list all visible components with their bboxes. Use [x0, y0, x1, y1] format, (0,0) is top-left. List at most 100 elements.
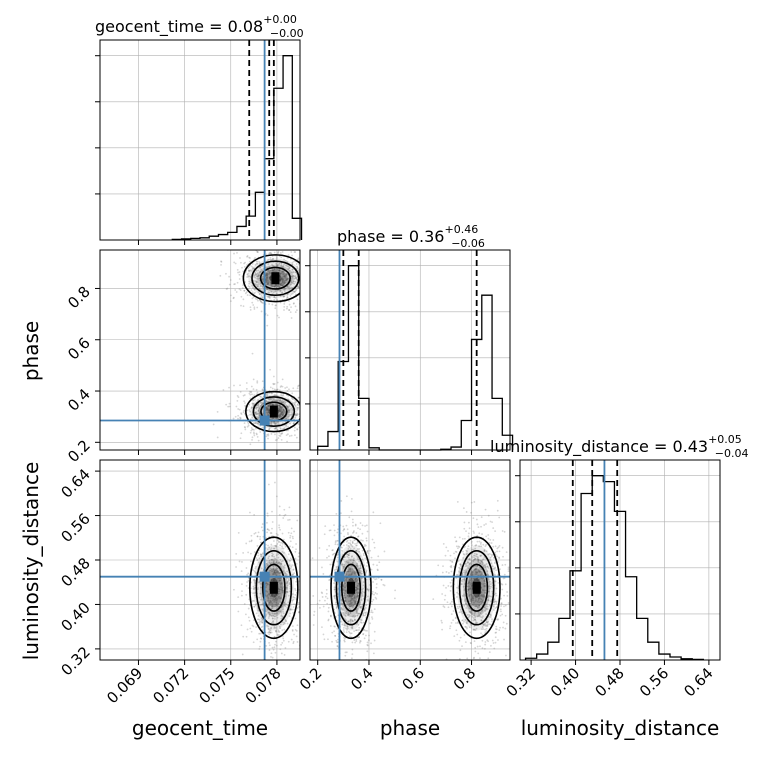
contour-phase-geocent-contour-1-2 — [259, 266, 291, 290]
contour-ld-geocent-sample-point — [269, 579, 272, 582]
contour-phase-geocent-sample-point — [308, 286, 310, 288]
contour-ld-geocent-sample-point — [277, 553, 280, 556]
contour-ld-geocent-sample-point — [306, 560, 308, 562]
contour-ld-geocent-sample-point — [301, 524, 303, 526]
contour-phase-geocent-sample-point — [292, 302, 295, 305]
contour-phase-geocent-sample-point — [280, 282, 283, 285]
contour-ld-phase-sample-point — [471, 604, 474, 606]
contour-phase-geocent-sample-point — [286, 278, 289, 281]
contour-phase-geocent-sample-point — [250, 390, 253, 393]
contour-ld-geocent-sample-point — [294, 628, 297, 631]
contour-ld-phase-sample-point — [455, 574, 458, 576]
contour-phase-geocent-sample-point — [293, 429, 296, 432]
contour-ld-phase-sample-point — [469, 587, 472, 590]
contour-phase-geocent-sample-point — [267, 247, 269, 249]
contour-ld-geocent-sample-point — [271, 510, 273, 513]
contour-ld-geocent-sample-point — [272, 648, 275, 651]
contour-phase-geocent-sample-point — [249, 306, 252, 309]
contour-ld-phase-sample-point — [474, 557, 476, 560]
contour-ld-phase-sample-point — [336, 531, 339, 534]
contour-ld-phase-sample-point — [348, 600, 350, 603]
contour-phase-geocent-sample-point — [261, 403, 263, 406]
contour-ld-geocent-sample-point — [290, 638, 293, 641]
contour-phase-geocent-sample-point — [269, 277, 272, 280]
contour-ld-phase-sample-point — [455, 540, 457, 543]
contour-phase-geocent-sample-point — [297, 286, 300, 289]
contour-ld-phase-sample-point — [359, 522, 362, 524]
contour-phase-geocent-sample-point — [292, 290, 294, 293]
contour-phase-geocent-sample-point — [278, 280, 281, 283]
contour-ld-phase-sample-point — [447, 606, 450, 609]
contour-phase-geocent-sample-point — [312, 424, 314, 426]
contour-ld-phase-sample-point — [355, 629, 357, 632]
contour-phase-geocent-sample-point — [252, 428, 254, 431]
contour-phase-geocent-sample-point — [261, 276, 264, 278]
contour-phase-geocent-sample-point — [295, 436, 298, 439]
contour-phase-geocent-sample-point — [229, 300, 232, 303]
contour-ld-geocent-sample-point — [247, 572, 250, 575]
contour-phase-geocent-sample-point — [276, 428, 279, 431]
contour-ld-geocent-sample-point — [289, 536, 292, 539]
contour-ld-phase-sample-point — [351, 572, 354, 575]
contour-ld-geocent-sample-point — [272, 540, 275, 542]
contour-ld-phase-sample-point — [483, 595, 486, 597]
contour-phase-geocent-sample-point — [297, 396, 300, 399]
contour-ld-phase-sample-point — [335, 603, 338, 606]
contour-phase-geocent-sample-point — [296, 408, 299, 411]
contour-phase-geocent-sample-point — [280, 265, 283, 267]
contour-ld-phase-sample-point — [383, 550, 386, 553]
contour-ld-geocent-sample-point — [295, 629, 298, 632]
contour-ld-geocent-sample-point — [286, 586, 288, 589]
contour-phase-geocent-sample-point — [301, 404, 303, 406]
contour-ld-phase-sample-point — [362, 633, 364, 636]
contour-phase-geocent-sample-point — [265, 253, 268, 256]
contour-ld-phase-sample-point — [486, 565, 489, 568]
contour-ld-phase-sample-point — [486, 573, 489, 576]
contour-phase-geocent-sample-point — [268, 428, 270, 431]
contour-phase-geocent-sample-point — [255, 274, 257, 276]
contour-phase-geocent-sample-point — [268, 404, 271, 406]
contour-ld-phase-sample-point — [321, 596, 324, 598]
contour-ld-phase-sample-point — [355, 667, 357, 669]
contour-ld-phase-sample-point — [367, 590, 370, 592]
contour-ld-phase-sample-point — [469, 631, 471, 634]
contour-phase-geocent-sample-point — [255, 408, 258, 410]
contour-ld-phase-sample-point — [344, 590, 347, 592]
contour-ld-geocent-sample-point — [273, 596, 276, 599]
contour-ld-phase-sample-point — [327, 638, 329, 641]
contour-ld-phase-sample-point — [470, 598, 473, 600]
contour-phase-geocent-sample-point — [286, 406, 289, 408]
contour-phase-geocent-sample-point — [255, 421, 257, 424]
contour-ld-phase-sample-point — [478, 540, 481, 543]
contour-ld-geocent-sample-point — [282, 610, 284, 613]
contour-phase-geocent-sample-point — [259, 285, 262, 288]
contour-phase-geocent-sample-point — [228, 402, 231, 405]
contour-phase-geocent-sample-point — [267, 409, 270, 411]
contour-phase-geocent-sample-point — [253, 428, 255, 431]
contour-ld-phase-sample-point — [344, 599, 347, 602]
contour-phase-geocent-sample-point — [286, 277, 288, 280]
contour-phase-geocent-sample-point — [267, 263, 270, 265]
contour-ld-geocent-sample-point — [245, 567, 248, 569]
contour-ld-phase-sample-point — [348, 631, 351, 634]
contour-ld-phase-sample-point — [328, 529, 331, 532]
contour-ld-phase-sample-point — [491, 639, 494, 642]
contour-phase-geocent-sample-point — [276, 381, 279, 384]
contour-ld-phase-sample-point — [465, 549, 468, 552]
contour-ld-phase-sample-point — [347, 553, 350, 556]
contour-ld-phase-sample-point — [354, 538, 356, 541]
contour-ld-phase-sample-point — [371, 590, 374, 593]
contour-ld-phase-sample-point — [358, 601, 361, 604]
contour-phase-geocent-sample-point — [252, 287, 254, 289]
contour-phase-geocent-sample-point — [282, 270, 284, 273]
contour-ld-geocent-sample-point — [270, 631, 273, 634]
contour-phase-geocent-sample-point — [248, 270, 251, 273]
contour-phase-geocent-sample-point — [283, 282, 286, 285]
contour-ld-geocent-sample-point — [265, 562, 268, 565]
contour-phase-geocent-sample-point — [239, 384, 241, 387]
hist-luminosity-distance-bar-4 — [570, 571, 581, 660]
contour-ld-geocent-sample-point — [265, 590, 267, 592]
contour-phase-geocent-sample-point — [316, 273, 318, 275]
contour-phase-geocent-sample-point — [266, 407, 269, 410]
contour-ld-geocent-sample-point — [250, 540, 253, 543]
